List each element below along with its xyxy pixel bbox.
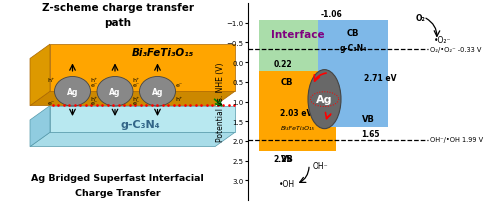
Text: e⁻: e⁻	[90, 101, 98, 105]
Text: e⁻: e⁻	[90, 82, 98, 87]
Text: Interface: Interface	[272, 30, 325, 40]
Text: h⁺: h⁺	[90, 96, 98, 101]
Text: Ag: Ag	[110, 87, 120, 96]
Bar	[318, 21, 388, 128]
Text: Ag: Ag	[152, 87, 163, 96]
Text: Bi₃FeTi₃O₁₅: Bi₃FeTi₃O₁₅	[280, 125, 314, 130]
Polygon shape	[50, 106, 235, 133]
Polygon shape	[50, 45, 235, 92]
Circle shape	[140, 77, 175, 106]
Text: Ag: Ag	[67, 87, 78, 96]
Text: OH⁻: OH⁻	[312, 161, 328, 170]
Text: 2.03 eV: 2.03 eV	[280, 109, 313, 118]
Text: Ag Bridged Superfast Interfacial: Ag Bridged Superfast Interfacial	[31, 174, 204, 183]
Y-axis label: Potential vs. NHE (V): Potential vs. NHE (V)	[216, 62, 225, 142]
Polygon shape	[30, 133, 235, 147]
Text: h⁺: h⁺	[90, 78, 98, 83]
Text: 0.22: 0.22	[274, 60, 292, 69]
Text: 1.65: 1.65	[362, 130, 380, 139]
Circle shape	[54, 77, 90, 106]
Text: g-C₃N₄: g-C₃N₄	[120, 120, 160, 129]
Text: g-C₃N₄: g-C₃N₄	[340, 43, 367, 52]
Text: CB: CB	[347, 29, 360, 38]
Circle shape	[97, 77, 133, 106]
Text: •O₂⁻: •O₂⁻	[434, 36, 451, 45]
Text: h⁺: h⁺	[48, 78, 55, 83]
Text: h⁺: h⁺	[175, 96, 182, 101]
Text: O₂/•O₂⁻ -0.33 V: O₂/•O₂⁻ -0.33 V	[430, 47, 482, 53]
Text: 2.25: 2.25	[274, 154, 292, 163]
Bar	[258, 21, 388, 128]
Text: Z-scheme charge transfer: Z-scheme charge transfer	[42, 3, 194, 13]
Text: VB: VB	[362, 114, 375, 123]
Text: VB: VB	[280, 154, 293, 163]
Text: e⁻: e⁻	[132, 82, 140, 87]
Text: OH⁻/•OH 1.99 V: OH⁻/•OH 1.99 V	[430, 136, 483, 142]
Polygon shape	[30, 106, 50, 147]
Text: e⁻: e⁻	[48, 101, 55, 105]
Text: Ag: Ag	[316, 95, 333, 105]
Text: •OH: •OH	[279, 179, 295, 188]
Text: path: path	[104, 18, 131, 28]
Text: e⁻: e⁻	[132, 101, 140, 105]
Circle shape	[308, 70, 341, 129]
Bar	[258, 71, 336, 151]
Text: e⁻: e⁻	[175, 82, 182, 87]
Text: O₂: O₂	[416, 14, 425, 23]
Text: h⁺: h⁺	[132, 96, 140, 101]
Text: 2.71 eV: 2.71 eV	[364, 73, 396, 82]
Text: CB: CB	[280, 77, 293, 86]
Text: h⁺: h⁺	[132, 78, 140, 83]
Polygon shape	[30, 45, 50, 106]
Polygon shape	[30, 92, 235, 106]
Text: -1.06: -1.06	[320, 10, 342, 19]
Text: Bi₃FeTi₃O₁₅: Bi₃FeTi₃O₁₅	[132, 48, 194, 58]
Text: Charge Transfer: Charge Transfer	[74, 188, 160, 197]
